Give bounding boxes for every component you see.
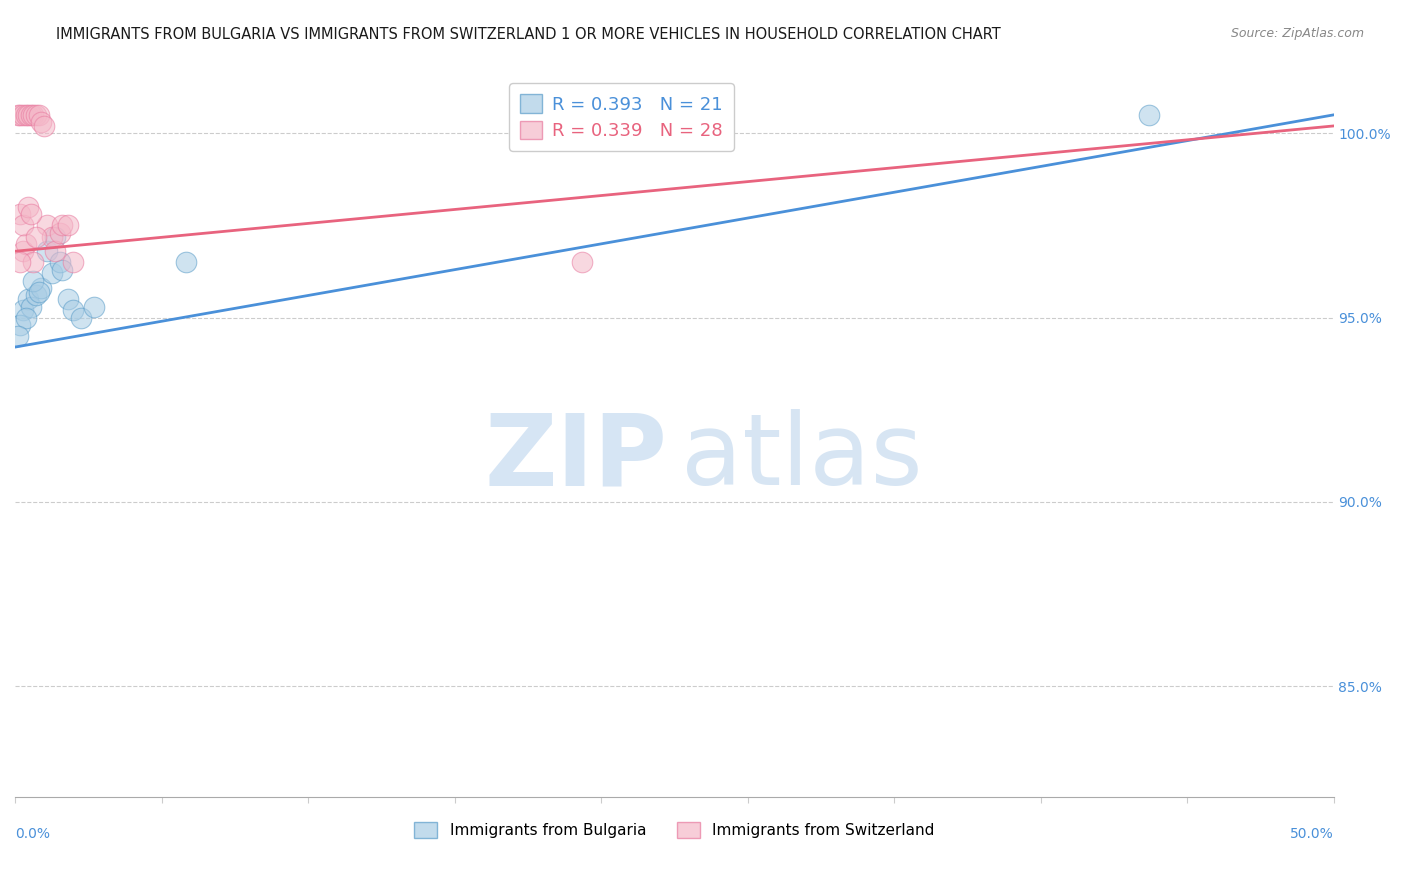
Point — [28, 285, 51, 299]
Point — [11, 108, 34, 122]
Point — [8, 318, 31, 332]
Point — [83, 300, 105, 314]
Point — [8, 108, 31, 122]
Point — [35, 219, 58, 233]
Text: atlas: atlas — [681, 409, 922, 506]
Point — [17, 292, 39, 306]
Point — [70, 310, 93, 325]
Point — [28, 108, 51, 122]
Legend: Immigrants from Bulgaria, Immigrants from Switzerland: Immigrants from Bulgaria, Immigrants fro… — [408, 816, 941, 845]
Point — [20, 108, 42, 122]
Point — [30, 115, 52, 129]
Point — [11, 219, 34, 233]
Point — [25, 108, 48, 122]
Point — [22, 255, 45, 269]
Point — [11, 244, 34, 259]
Text: Source: ZipAtlas.com: Source: ZipAtlas.com — [1230, 27, 1364, 40]
Point — [20, 207, 42, 221]
Point — [25, 229, 48, 244]
Point — [7, 329, 30, 343]
Point — [41, 266, 63, 280]
Point — [1137, 108, 1160, 122]
Point — [25, 288, 48, 302]
Point — [22, 274, 45, 288]
Point — [176, 255, 198, 269]
Text: 50.0%: 50.0% — [1289, 827, 1333, 841]
Point — [44, 229, 66, 244]
Point — [56, 219, 79, 233]
Point — [51, 262, 73, 277]
Point — [571, 255, 593, 269]
Point — [11, 303, 34, 318]
Point — [8, 207, 31, 221]
Point — [14, 310, 37, 325]
Point — [7, 108, 30, 122]
Point — [32, 119, 55, 133]
Text: IMMIGRANTS FROM BULGARIA VS IMMIGRANTS FROM SWITZERLAND 1 OR MORE VEHICLES IN HO: IMMIGRANTS FROM BULGARIA VS IMMIGRANTS F… — [56, 27, 1001, 42]
Point — [17, 200, 39, 214]
Point — [49, 255, 72, 269]
Point — [14, 108, 37, 122]
Point — [8, 255, 31, 269]
Point — [51, 219, 73, 233]
Point — [49, 226, 72, 240]
Point — [22, 108, 45, 122]
Point — [41, 229, 63, 244]
Text: 0.0%: 0.0% — [15, 827, 51, 841]
Point — [20, 300, 42, 314]
Point — [30, 281, 52, 295]
Point — [17, 108, 39, 122]
Point — [35, 244, 58, 259]
Point — [14, 236, 37, 251]
Point — [62, 303, 84, 318]
Point — [62, 255, 84, 269]
Point — [44, 244, 66, 259]
Text: ZIP: ZIP — [485, 409, 668, 506]
Point — [56, 292, 79, 306]
